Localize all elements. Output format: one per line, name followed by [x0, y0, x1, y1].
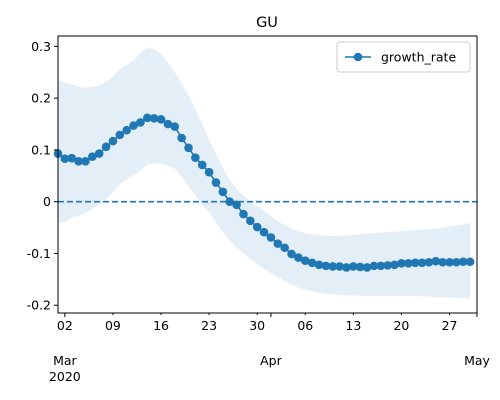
data-point: [383, 261, 393, 270]
data-point: [67, 153, 77, 163]
data-point: [232, 200, 241, 210]
x-tick-label: 23: [201, 318, 217, 333]
data-point: [362, 263, 372, 272]
data-point: [266, 233, 276, 242]
data-point: [445, 257, 454, 267]
data-point: [163, 119, 173, 129]
data-point: [300, 256, 310, 266]
data-point: [122, 125, 131, 135]
chart-title: GU: [256, 15, 278, 31]
data-point: [342, 263, 351, 272]
data-point: [321, 261, 331, 271]
y-tick-label: 0.3: [31, 39, 51, 54]
plot-area: [53, 47, 477, 299]
data-point: [404, 259, 413, 268]
legend-marker-growth_rate: [353, 52, 363, 62]
y-tick-label: -0.1: [27, 246, 51, 261]
data-point: [94, 149, 104, 158]
data-point: [88, 152, 97, 161]
x-month-label: May: [464, 353, 490, 368]
data-point: [465, 257, 475, 267]
data-point: [355, 262, 365, 272]
x-tick-label: 20: [393, 318, 409, 333]
legend: growth_rate: [336, 41, 471, 73]
data-point: [390, 260, 399, 270]
y-tick-label: -0.2: [27, 298, 51, 313]
data-point: [349, 262, 358, 271]
data-point: [149, 114, 159, 123]
data-point: [273, 239, 283, 248]
y-tick-label: 0.1: [31, 142, 51, 157]
data-point: [294, 253, 303, 262]
x-tick-label: 30: [249, 318, 265, 333]
data-point: [259, 227, 269, 237]
data-point: [184, 143, 193, 153]
data-point: [143, 113, 152, 123]
y-tick-label: 0.2: [31, 91, 51, 106]
data-point: [397, 259, 406, 268]
x-tick-label: 06: [297, 318, 313, 333]
data-point: [438, 257, 447, 267]
data-point: [108, 136, 118, 146]
data-point: [170, 122, 180, 131]
data-point: [156, 115, 166, 124]
legend-label: growth_rate: [381, 50, 456, 65]
data-point: [191, 153, 200, 162]
data-point: [458, 257, 468, 267]
data-point: [314, 260, 324, 270]
data-point: [369, 261, 379, 271]
data-point: [74, 157, 83, 166]
x-month-label: Apr: [260, 353, 282, 368]
data-point: [335, 262, 344, 271]
y-tick-label: 0: [43, 194, 51, 209]
x-tick-label: 02: [57, 318, 73, 333]
data-point: [211, 178, 221, 187]
data-point: [115, 130, 125, 140]
data-point: [81, 157, 90, 166]
data-point: [410, 258, 420, 268]
data-point: [280, 243, 289, 253]
legend-box: [336, 41, 471, 73]
data-point: [287, 249, 296, 259]
data-point: [204, 167, 214, 177]
x-tick-label: 09: [105, 318, 121, 333]
x-tick-label: 27: [442, 318, 458, 333]
data-point: [252, 222, 262, 232]
data-point: [452, 257, 461, 267]
data-point: [424, 257, 434, 267]
x-year-label: 2020: [49, 369, 81, 384]
data-point: [225, 197, 235, 206]
data-point: [177, 133, 186, 143]
x-tick-label: 16: [153, 318, 169, 333]
data-point: [376, 261, 386, 271]
data-point: [307, 258, 317, 268]
data-point: [129, 121, 138, 130]
data-point: [328, 262, 338, 271]
x-month-label: Mar: [53, 353, 77, 368]
data-point: [417, 258, 427, 268]
data-point: [60, 154, 70, 164]
axes-frame: [57, 35, 478, 314]
data-point: [101, 142, 111, 152]
data-point: [136, 118, 145, 127]
data-point: [218, 187, 228, 197]
x-tick-label: 13: [345, 318, 361, 333]
data-point: [246, 216, 255, 226]
confidence-band: [58, 47, 471, 299]
data-point: [431, 256, 441, 266]
data-point: [239, 209, 248, 219]
data-point: [197, 160, 207, 170]
